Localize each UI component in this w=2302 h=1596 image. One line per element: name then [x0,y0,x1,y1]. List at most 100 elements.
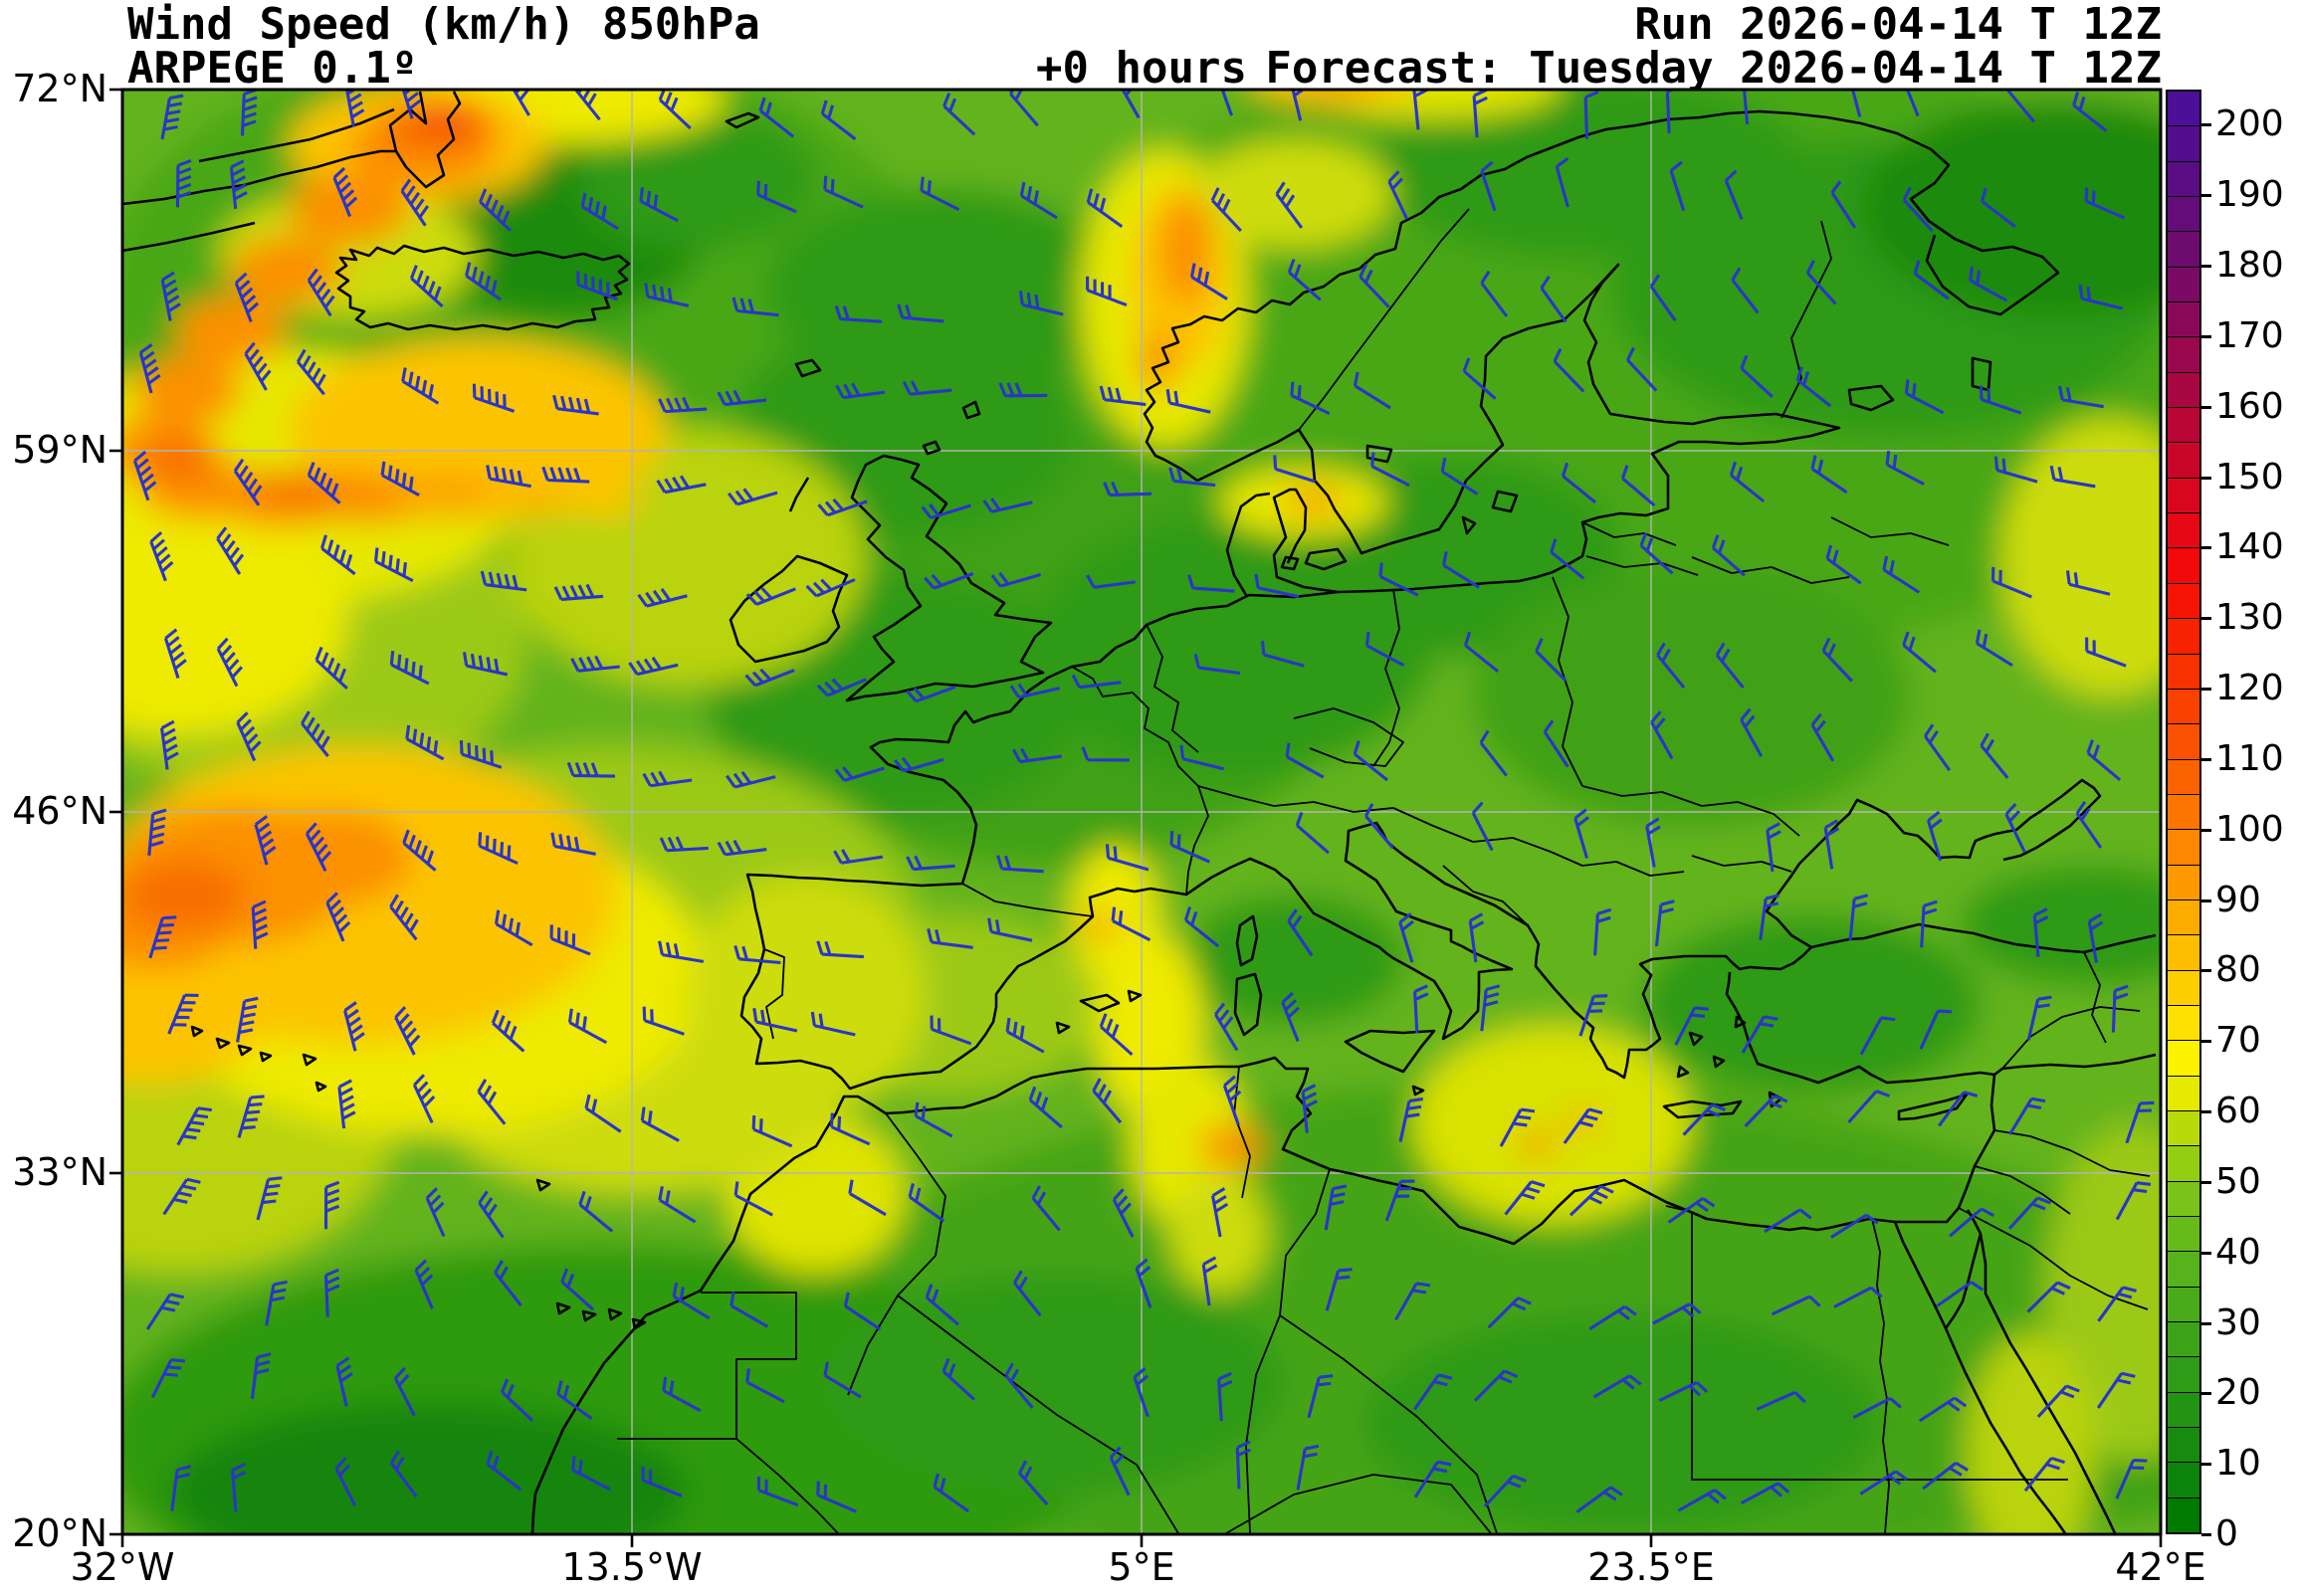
country-border [1442,865,1529,926]
colorbar-tick-label: 0 [2215,1513,2238,1554]
wind-barb [1442,551,1481,589]
wind-barb [307,268,335,317]
wind-barb [265,1280,288,1326]
coastline [581,1309,597,1322]
wind-barb [393,1366,416,1417]
coastline [794,358,822,378]
colorbar-tick-mark [2201,405,2211,409]
coastline [237,1044,253,1057]
wind-barb [641,1466,683,1497]
colorbar-tick-mark [2201,969,2211,973]
wind-barb [1480,984,1501,1032]
country-border [1691,855,1792,873]
coastline [1688,1031,1704,1047]
wind-barb [1573,808,1589,859]
wind-barb [251,899,269,949]
page-title: Wind Speed (km/h) 850hPa [127,0,760,50]
wind-barb [1674,1006,1709,1046]
wind-barb [758,97,795,138]
wind-barb [389,651,430,686]
colorbar-tick-mark [2201,1392,2211,1396]
wind-barb [1620,465,1656,507]
colorbar-segment [2168,231,2199,267]
wind-barb [506,90,530,116]
wind-barb [1639,531,1674,575]
wind-barb [658,396,708,414]
wind-barb [726,770,776,789]
wind-barb [552,394,599,416]
wind-barb [1919,1009,1953,1050]
colorbar-tick-mark [2201,476,2211,480]
wind-barb [570,655,620,673]
wind-barb [2115,1181,2152,1221]
wind-barb [216,637,244,688]
wind-barb [1462,357,1497,400]
wind-barb [296,348,326,396]
wind-barb [1364,631,1405,667]
colorbar-tick-label: 40 [2215,1231,2261,1273]
colorbar-segment [2168,758,2199,794]
colorbar-tick-mark [2201,1180,2211,1184]
wind-barb [1922,1462,1969,1491]
colorbar-segment [2168,547,2199,583]
wind-barb [1504,1180,1546,1216]
wind-barb [132,450,157,501]
wind-barb [1387,170,1409,221]
country-border [1146,624,1199,753]
wind-barb [925,1284,960,1326]
lat-tick-label: 20°N [12,1511,107,1555]
wind-barb [662,1376,702,1413]
wind-barb [1009,683,1061,699]
wind-barb [987,917,1033,942]
wind-barb [1071,674,1122,690]
country-border [1197,785,1552,853]
wind-barb [637,587,688,608]
coastline [1233,972,1263,1037]
wind-barb [1179,744,1224,771]
wind-barb [150,1358,185,1398]
wind-barb [314,646,348,691]
wind-barb [1847,1090,1890,1124]
wind-barb [409,265,444,308]
lon-tick-label: 42°E [2115,1545,2206,1589]
wind-barb [1099,1013,1134,1057]
wind-barb [848,1179,887,1217]
wind-barb [1109,1446,1131,1496]
wind-barb [2049,465,2096,489]
wind-barb [829,1112,871,1146]
coastline [1411,1085,1425,1097]
colorbar-segment [2168,582,2199,619]
coastline [725,111,760,129]
colorbar-segment [2168,1251,2199,1287]
wind-barb [2032,907,2049,957]
country-border [1550,851,1685,877]
colorbar-segment [2168,266,2199,302]
wind-barb [147,808,167,856]
wind-barb [733,1181,773,1217]
wind-barb [733,945,781,965]
wind-barb [236,711,262,762]
coastline [607,1307,623,1321]
colorbar-segment [2168,442,2199,478]
colorbar-segment [2168,196,2199,232]
wind-barb [1081,746,1130,762]
wind-barb [307,462,341,504]
colorbar-segment [2168,793,2199,830]
wind-barb [234,272,260,322]
wind-barb [1578,994,1608,1037]
wind-barb [1902,631,1937,674]
wind-barb [553,583,604,601]
wind-barb [1859,1470,1908,1496]
wind-barb [2005,90,2036,123]
wind-barb [942,1357,976,1401]
coastline [1304,547,1348,571]
wind-barb [250,1352,272,1399]
wind-barb [834,304,883,323]
wind-barb [1018,291,1064,316]
wind-barb [256,1176,283,1221]
colorbar-tick-mark [2201,757,2211,761]
country-border [1691,556,1850,584]
colorbar-segment [2168,160,2199,197]
coastline [1491,490,1519,513]
wind-barb [816,1481,857,1513]
